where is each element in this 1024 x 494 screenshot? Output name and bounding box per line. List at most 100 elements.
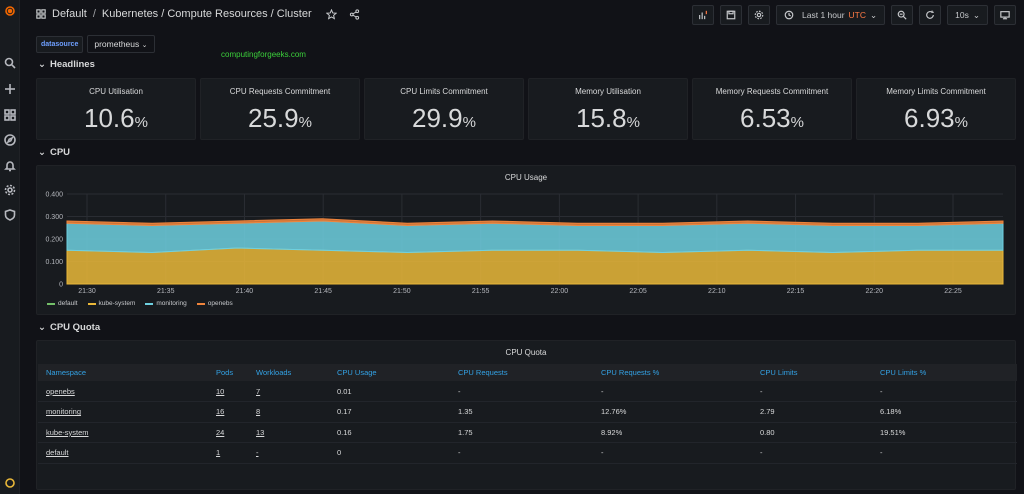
plus-icon[interactable] [3, 82, 17, 96]
column-header-cpu-limits[interactable]: CPU Limits [752, 364, 872, 381]
zoom-out-icon [897, 10, 907, 20]
table-header-row: Namespace Pods Workloads CPU Usage CPU R… [38, 364, 1017, 381]
stat-title: CPU Limits Commitment [400, 87, 488, 96]
cell-pods[interactable]: 1 [208, 442, 248, 464]
cpu-usage-chart[interactable]: 0 0.100 0.200 0.300 0.400 21:30 21:35 21:40 21:4… [37, 184, 1015, 314]
column-header-workloads[interactable]: Workloads [248, 364, 329, 381]
cell-namespace[interactable]: monitoring [38, 401, 208, 423]
breadcrumb-folder[interactable]: Default [52, 8, 87, 20]
stat-panel-memory-limits-commitment[interactable]: Memory Limits Commitment 6.93% [856, 78, 1016, 140]
legend-item-monitoring[interactable]: monitoring [145, 300, 187, 307]
stat-panel-cpu-limits-commitment[interactable]: CPU Limits Commitment 29.9% [364, 78, 524, 140]
legend-item-default[interactable]: default [47, 300, 78, 307]
settings-gear-icon[interactable] [3, 183, 17, 197]
chevron-down-icon: ⌄ [870, 9, 878, 20]
series-area-openebs [66, 218, 1004, 227]
stat-value: 6.93% [904, 103, 968, 133]
dashboards-icon[interactable] [3, 108, 17, 122]
alerting-bell-icon[interactable] [3, 159, 17, 173]
explore-compass-icon[interactable] [3, 133, 17, 147]
breadcrumb-dashboard-title[interactable]: Kubernetes / Compute Resources / Cluster [101, 8, 312, 20]
user-avatar[interactable] [3, 476, 17, 490]
refresh-interval-picker[interactable]: 10s ⌄ [947, 5, 988, 25]
x-tick-label: 22:10 [708, 288, 726, 295]
x-tick-label: 21:45 [314, 288, 332, 295]
y-tick-label: 0.100 [45, 259, 63, 266]
cell-cpu-limits: 0.80 [752, 422, 872, 443]
datasource-variable-label: datasource [36, 35, 84, 53]
cell-pods[interactable]: 24 [208, 422, 248, 443]
cell-workloads[interactable]: 13 [248, 422, 329, 443]
cell-cpu-requests-percent: 8.92% [593, 422, 752, 443]
legend-item-kube-system[interactable]: kube-system [87, 300, 135, 307]
refresh-button[interactable] [919, 5, 942, 25]
toolbar: Last 1 hour UTC ⌄ 10s ⌄ [692, 5, 1016, 25]
cell-namespace[interactable]: openebs [38, 381, 208, 402]
column-header-cpu-requests-percent[interactable]: CPU Requests % [593, 364, 752, 381]
x-tick-label: 22:20 [866, 288, 884, 295]
cell-cpu-limits-percent: 6.18% [872, 401, 1017, 423]
y-tick-label: 0 [59, 282, 63, 289]
table-row: openebs 10 7 0.01 - - - - [38, 381, 1017, 402]
chart-legend: default kube-system monitoring openebs [47, 300, 233, 307]
stat-title: Memory Requests Commitment [715, 87, 829, 96]
zoom-out-button[interactable] [891, 5, 914, 25]
row-cpu[interactable]: ⌄ CPU [38, 147, 70, 158]
cell-namespace[interactable]: kube-system [38, 422, 208, 443]
cell-cpu-requests-percent: - [593, 381, 752, 402]
monitor-icon [1000, 11, 1010, 20]
cell-pods[interactable]: 16 [208, 401, 248, 423]
chevron-down-icon: ⌄ [141, 42, 148, 49]
breadcrumb-separator: / [92, 8, 96, 20]
datasource-variable-select[interactable]: prometheus ⌄ [87, 35, 155, 53]
cell-namespace[interactable]: default [38, 442, 208, 464]
stat-panel-memory-utilisation[interactable]: Memory Utilisation 15.8% [528, 78, 688, 140]
row-headlines[interactable]: ⌄ Headlines [38, 59, 95, 70]
tv-mode-button[interactable] [994, 5, 1016, 25]
cell-cpu-usage: 0.16 [329, 422, 450, 443]
cpu-usage-panel[interactable]: CPU Usage 0 0.100 0.200 0.300 0.400 21:30 21:3… [36, 165, 1016, 315]
share-icon[interactable] [349, 8, 360, 20]
variables-bar: datasource prometheus ⌄ [36, 35, 155, 53]
cell-workloads[interactable]: - [248, 442, 329, 464]
x-tick-label: 22:05 [629, 288, 647, 295]
x-tick-label: 21:55 [472, 288, 490, 295]
stat-value: 6.53% [740, 103, 804, 133]
row-cpu-quota[interactable]: ⌄ CPU Quota [38, 322, 100, 333]
stat-panel-cpu-utilisation[interactable]: CPU Utilisation 10.6% [36, 78, 196, 140]
cell-cpu-requests: 1.75 [450, 422, 593, 443]
x-tick-label: 21:30 [78, 288, 96, 295]
dashboard-settings-button[interactable] [748, 5, 771, 25]
shield-icon[interactable] [3, 208, 17, 222]
column-header-cpu-usage[interactable]: CPU Usage [329, 364, 450, 381]
cell-cpu-limits: - [752, 442, 872, 464]
cell-workloads[interactable]: 8 [248, 401, 329, 423]
cell-workloads[interactable]: 7 [248, 381, 329, 402]
panel-title: CPU Quota [505, 348, 547, 357]
row-title: Headlines [49, 59, 95, 70]
x-tick-label: 22:00 [551, 288, 569, 295]
column-header-cpu-limits-percent[interactable]: CPU Limits % [872, 364, 1017, 381]
column-header-pods[interactable]: Pods [208, 364, 248, 381]
time-range-picker[interactable]: Last 1 hour UTC ⌄ [776, 5, 886, 25]
search-icon[interactable] [3, 56, 17, 70]
save-dashboard-button[interactable] [720, 5, 743, 25]
grafana-logo-icon[interactable] [3, 4, 17, 18]
row-title: CPU [49, 147, 71, 158]
cell-cpu-requests: - [450, 442, 593, 464]
column-header-cpu-requests[interactable]: CPU Requests [450, 364, 593, 381]
stat-panel-cpu-requests-commitment[interactable]: CPU Requests Commitment 25.9% [200, 78, 360, 140]
table-row: monitoring 16 8 0.17 1.35 12.76% 2.79 6.… [38, 401, 1017, 423]
y-tick-label: 0.300 [45, 214, 63, 221]
legend-item-openebs[interactable]: openebs [196, 300, 233, 307]
cell-cpu-limits: 2.79 [752, 401, 872, 423]
add-panel-icon [699, 10, 707, 20]
cell-cpu-requests: - [450, 381, 593, 402]
cell-pods[interactable]: 10 [208, 381, 248, 402]
cpu-quota-panel[interactable]: CPU Quota Namespace Pods Workloads CPU U… [36, 340, 1017, 490]
add-panel-button[interactable] [692, 5, 715, 25]
dashboards-grid-icon [36, 9, 46, 19]
stat-panel-memory-requests-commitment[interactable]: Memory Requests Commitment 6.53% [692, 78, 852, 140]
column-header-namespace[interactable]: Namespace [38, 364, 208, 381]
star-icon[interactable] [325, 8, 337, 20]
